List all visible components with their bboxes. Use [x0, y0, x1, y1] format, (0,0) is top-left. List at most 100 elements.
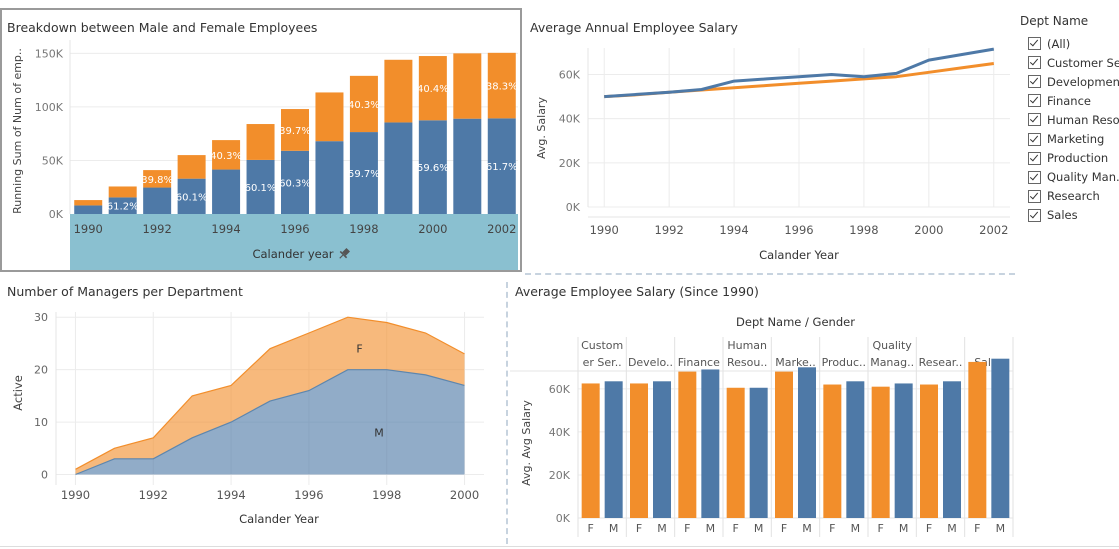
legend-item[interactable]: Sales	[1018, 206, 1119, 225]
area-label: F	[356, 343, 362, 356]
bar-male[interactable]	[315, 141, 344, 214]
gender-label: M	[996, 522, 1006, 535]
legend-checkbox[interactable]	[1028, 151, 1041, 165]
chart3-svg[interactable]: 0 10 20 30 1990 1992 1994 1996 1998 2000 Active Cal…	[0, 275, 505, 547]
legend-item[interactable]: Human Reso..	[1018, 110, 1119, 129]
bar-male[interactable]	[281, 150, 309, 214]
bar-female[interactable]	[74, 200, 103, 206]
bar-female[interactable]	[177, 155, 206, 179]
bar-data-label: 61.2%	[107, 202, 139, 213]
legend-checkbox[interactable]	[1028, 75, 1041, 89]
bar-male[interactable]	[74, 205, 103, 214]
legend-checkbox[interactable]	[1028, 113, 1041, 127]
bar-data-label: 39.7%	[279, 126, 311, 137]
panel-divider-v	[506, 282, 508, 544]
legend-item[interactable]: Finance	[1018, 91, 1119, 110]
chart4-svg[interactable]: Dept Name / Gender 0K 20K 40K 60K Avg. Avg Sa…	[508, 275, 1119, 547]
gender-label: F	[588, 522, 594, 535]
bar-female[interactable]	[212, 140, 241, 170]
y-tick-label: 20	[34, 364, 48, 377]
bar-female[interactable]	[418, 56, 447, 121]
legend-item[interactable]: Production	[1018, 149, 1119, 168]
bar-female[interactable]	[453, 53, 482, 119]
pin-icon[interactable]	[337, 247, 352, 262]
area-female[interactable]	[75, 317, 465, 475]
legend-item[interactable]: Quality Man..	[1018, 168, 1119, 187]
legend-checkbox[interactable]	[1028, 56, 1041, 70]
line-series-m[interactable]	[604, 47, 995, 99]
bar-male[interactable]	[943, 381, 961, 518]
chart4-title: Average Employee Salary (Since 1990)	[515, 284, 759, 299]
bar-male[interactable]	[487, 118, 516, 214]
bar-male[interactable]	[991, 358, 1010, 518]
gender-label: M	[754, 522, 764, 535]
bar-male[interactable]	[453, 118, 482, 214]
legend-checkbox[interactable]	[1028, 189, 1041, 203]
x-tick-label: 1992	[143, 222, 172, 236]
legend-item[interactable]: Customer Se..	[1018, 53, 1119, 72]
legend-checkbox[interactable]	[1028, 37, 1041, 51]
bar-male[interactable]	[604, 381, 623, 518]
x-tick-label: 1996	[784, 223, 813, 237]
legend-item[interactable]: Marketing	[1018, 129, 1119, 148]
bar-male[interactable]	[349, 132, 378, 214]
legend-item-label: Development	[1047, 74, 1119, 89]
bar-female[interactable]	[384, 59, 413, 123]
x-tick-label: 2000	[914, 223, 943, 237]
bar-female[interactable]	[630, 383, 648, 518]
bar-male[interactable]	[212, 169, 241, 214]
bar-female[interactable]	[920, 384, 938, 518]
bar-male[interactable]	[749, 387, 768, 518]
x-tick-label: 1990	[61, 488, 90, 502]
legend-checkbox[interactable]	[1028, 94, 1041, 108]
legend-item-label: Finance	[1047, 93, 1091, 108]
gender-label: F	[636, 522, 642, 535]
bar-male[interactable]	[246, 159, 275, 214]
bar-male[interactable]	[846, 381, 865, 518]
chart3-title: Number of Managers per Department	[7, 284, 243, 299]
legend-item[interactable]: Development	[1018, 72, 1119, 91]
gender-label: M	[609, 522, 619, 535]
y-tick-label: 40K	[549, 426, 571, 439]
bar-male[interactable]	[418, 120, 447, 214]
legend-checkbox[interactable]	[1028, 132, 1041, 146]
bar-male[interactable]	[177, 178, 206, 214]
bar-female[interactable]	[871, 386, 890, 518]
legend-checkbox[interactable]	[1028, 208, 1041, 222]
x-tick-label: 1996	[294, 488, 323, 502]
bar-female[interactable]	[349, 75, 378, 133]
bar-female[interactable]	[968, 361, 987, 518]
dept-header-label: Human	[727, 339, 767, 352]
bar-male[interactable]	[653, 381, 671, 518]
bar-male[interactable]	[798, 367, 816, 518]
bar-female[interactable]	[246, 124, 275, 160]
bar-female[interactable]	[775, 371, 793, 518]
bar-female[interactable]	[581, 383, 600, 518]
y-tick-label: 0K	[49, 208, 64, 221]
bar-female[interactable]	[108, 186, 137, 198]
area-female-edge	[75, 316, 465, 470]
bar-male[interactable]	[108, 197, 137, 214]
gender-label: F	[829, 522, 835, 535]
legend-checkbox[interactable]	[1028, 170, 1041, 184]
bar-female[interactable]	[678, 371, 697, 518]
bar-data-label: 60.3%	[279, 178, 311, 189]
legend-item[interactable]: Research	[1018, 187, 1119, 206]
bar-female[interactable]	[726, 387, 745, 518]
bar-male[interactable]	[894, 383, 913, 518]
bar-female[interactable]	[823, 384, 842, 518]
bar-male[interactable]	[143, 187, 172, 214]
dept-header-label: Quality	[873, 339, 913, 352]
chart1-svg[interactable]: 0K 50K 100K 150K Running Sum of Num of emp..…	[0, 0, 525, 275]
bar-data-label: 38.3%	[486, 82, 518, 93]
legend-item[interactable]: (All)	[1018, 34, 1119, 53]
bar-male[interactable]	[384, 122, 413, 214]
bar-female[interactable]	[143, 170, 172, 188]
bar-female[interactable]	[315, 92, 344, 142]
bar-female[interactable]	[281, 109, 309, 151]
bar-data-label: 60.1%	[176, 192, 208, 203]
chart2-svg[interactable]: 0K 20K 40K 60K 1990 1992 1994 1996 1998 2000 2002 A…	[525, 0, 1015, 275]
bar-female[interactable]	[487, 52, 516, 119]
bar-male[interactable]	[701, 369, 720, 518]
gender-label: F	[684, 522, 690, 535]
